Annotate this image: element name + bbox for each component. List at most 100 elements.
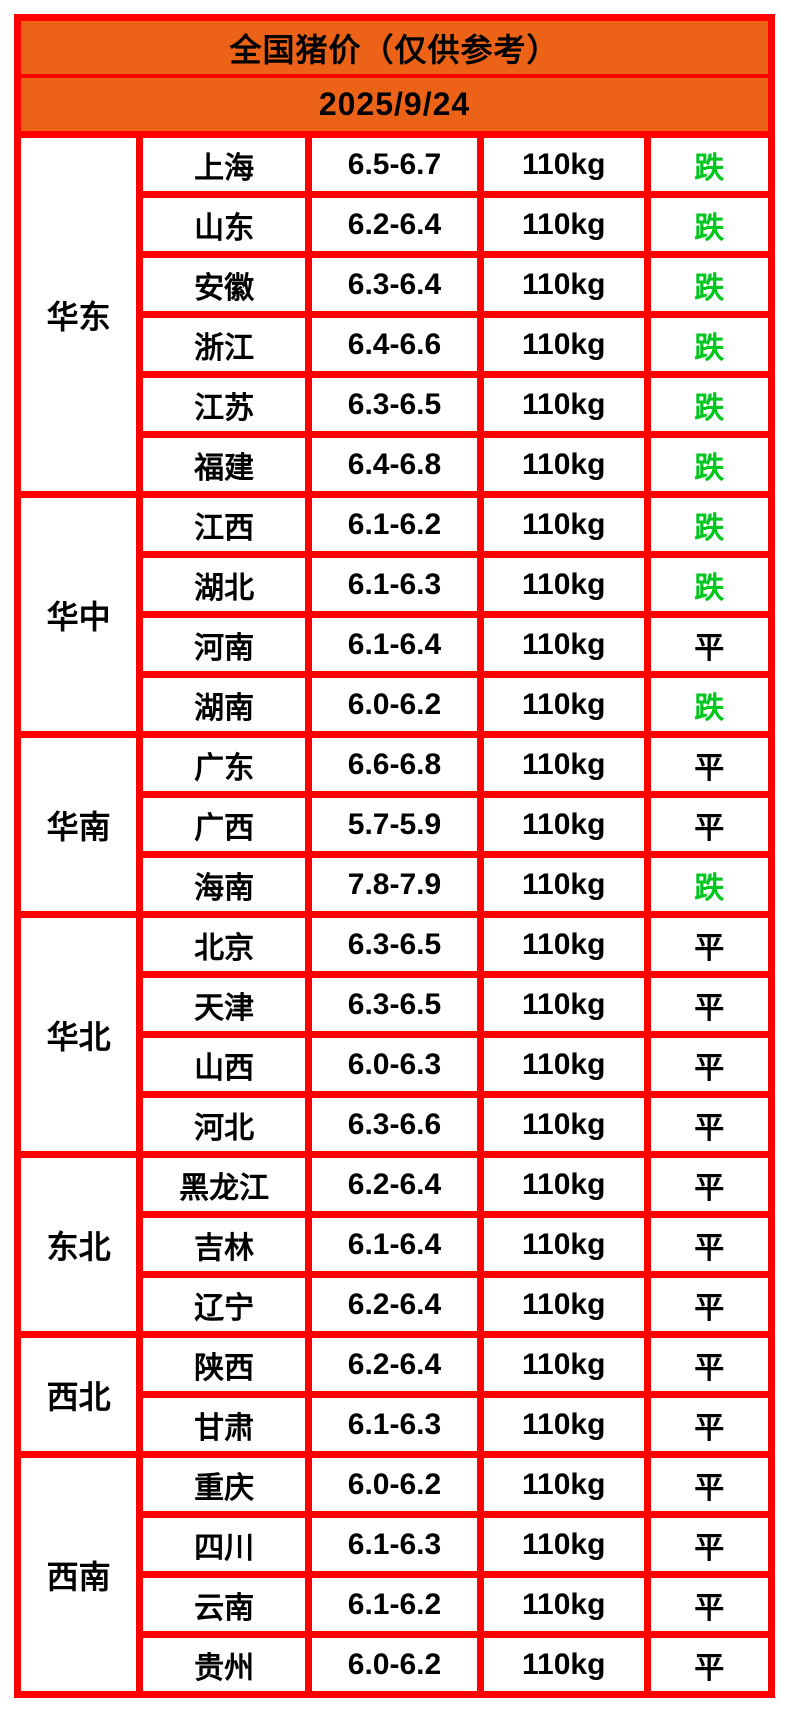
province-cell: 贵州 [136,1631,313,1698]
table-row: 江苏 6.3-6.5 110kg 跌 [18,371,776,438]
price-cell: 6.0-6.2 [305,1451,484,1518]
table-row: 海南 7.8-7.9 110kg 跌 [18,851,776,918]
table-row: 甘肃 6.1-6.3 110kg 平 [18,1391,776,1458]
province-cell: 广东 [136,731,313,798]
table-row: 福建 6.4-6.8 110kg 跌 [18,431,776,498]
price-cell: 6.1-6.4 [305,1211,484,1278]
page-title: 全国猪价（仅供参考） [14,14,775,78]
status-cell: 跌 [643,851,776,918]
province-cell: 广西 [136,791,313,858]
province-cell: 河北 [136,1091,313,1158]
price-cell: 6.3-6.5 [305,911,484,978]
price-cell: 6.1-6.4 [305,611,484,678]
weight-cell: 110kg [476,1271,651,1338]
region-cell: 华北 [13,911,144,1158]
table-row: 山西 6.0-6.3 110kg 平 [18,1031,776,1098]
province-cell: 福建 [136,431,313,498]
status-cell: 跌 [643,551,776,618]
province-cell: 山西 [136,1031,313,1098]
table-row: 华东 上海 6.5-6.7 110kg 跌 [13,131,776,498]
status-cell: 平 [643,971,776,1038]
price-cell: 6.1-6.2 [305,491,484,558]
status-cell: 平 [643,1331,776,1398]
status-cell: 平 [643,611,776,678]
province-cell: 吉林 [136,1211,313,1278]
table-row: 辽宁 6.2-6.4 110kg 平 [18,1271,776,1338]
status-cell: 跌 [643,371,776,438]
weight-cell: 110kg [476,971,651,1038]
price-cell: 6.3-6.6 [305,1091,484,1158]
weight-cell: 110kg [476,1091,651,1158]
price-cell: 6.3-6.5 [305,971,484,1038]
region-cell: 华东 [13,131,144,498]
status-cell: 跌 [643,491,776,558]
price-cell: 6.1-6.3 [305,1511,484,1578]
province-cell: 重庆 [136,1451,313,1518]
weight-cell: 110kg [476,611,651,678]
price-cell: 6.0-6.2 [305,671,484,738]
province-cell: 江苏 [136,371,313,438]
weight-cell: 110kg [476,1391,651,1458]
table-row: 湖北 6.1-6.3 110kg 跌 [18,551,776,618]
table-row: 河北 6.3-6.6 110kg 平 [18,1091,776,1158]
province-cell: 甘肃 [136,1391,313,1458]
price-cell: 6.5-6.7 [305,131,484,198]
weight-cell: 110kg [476,371,651,438]
province-cell: 浙江 [136,311,313,378]
table-row: 云南 6.1-6.2 110kg 平 [18,1571,776,1638]
province-cell: 海南 [136,851,313,918]
weight-cell: 110kg [476,251,651,318]
province-cell: 湖北 [136,551,313,618]
price-cell: 6.1-6.2 [305,1571,484,1638]
table-row: 湖南 6.0-6.2 110kg 跌 [18,671,776,738]
status-cell: 平 [643,1151,776,1218]
status-cell: 平 [643,1631,776,1698]
table-row: 天津 6.3-6.5 110kg 平 [18,971,776,1038]
table-row: 华中 江西 6.1-6.2 110kg 跌 [13,491,776,738]
price-cell: 6.0-6.2 [305,1631,484,1698]
price-cell: 6.3-6.5 [305,371,484,438]
table-row: 华北 北京 6.3-6.5 110kg 平 [13,911,776,1158]
weight-cell: 110kg [476,1151,651,1218]
price-cell: 6.4-6.6 [305,311,484,378]
table-row: 山东 6.2-6.4 110kg 跌 [18,191,776,258]
weight-cell: 110kg [476,431,651,498]
price-cell: 6.4-6.8 [305,431,484,498]
status-cell: 平 [643,731,776,798]
weight-cell: 110kg [476,311,651,378]
table-row: 贵州 6.0-6.2 110kg 平 [18,1631,776,1698]
province-cell: 山东 [136,191,313,258]
weight-cell: 110kg [476,731,651,798]
status-cell: 跌 [643,671,776,738]
price-cell: 6.1-6.3 [305,551,484,618]
price-cell: 6.2-6.4 [305,1151,484,1218]
price-cell: 6.0-6.3 [305,1031,484,1098]
table-row: 浙江 6.4-6.6 110kg 跌 [18,311,776,378]
price-cell: 6.2-6.4 [305,1331,484,1398]
province-cell: 上海 [136,131,313,198]
weight-cell: 110kg [476,1631,651,1698]
status-cell: 平 [643,1511,776,1578]
price-cell: 6.2-6.4 [305,191,484,258]
table-row: 西南 重庆 6.0-6.2 110kg 平 [13,1451,776,1698]
status-cell: 平 [643,791,776,858]
price-cell: 7.8-7.9 [305,851,484,918]
province-cell: 湖南 [136,671,313,738]
title-row: 全国猪价（仅供参考） [14,14,775,78]
region-cell: 华南 [13,731,144,918]
pig-price-table: 全国猪价（仅供参考） 2025/9/24 华东 上海 6.5-6.7 110kg 跌山东… [13,14,776,1698]
weight-cell: 110kg [476,1511,651,1578]
weight-cell: 110kg [476,671,651,738]
province-cell: 江西 [136,491,313,558]
status-cell: 平 [643,1571,776,1638]
weight-cell: 110kg [476,1571,651,1638]
date-label: 2025/9/24 [14,74,775,138]
province-cell: 四川 [136,1511,313,1578]
region-cell: 西北 [13,1331,144,1458]
province-cell: 云南 [136,1571,313,1638]
table-row: 吉林 6.1-6.4 110kg 平 [18,1211,776,1278]
status-cell: 平 [643,1211,776,1278]
table-row: 东北 黑龙江 6.2-6.4 110kg 平 [13,1151,776,1338]
status-cell: 平 [643,1391,776,1458]
